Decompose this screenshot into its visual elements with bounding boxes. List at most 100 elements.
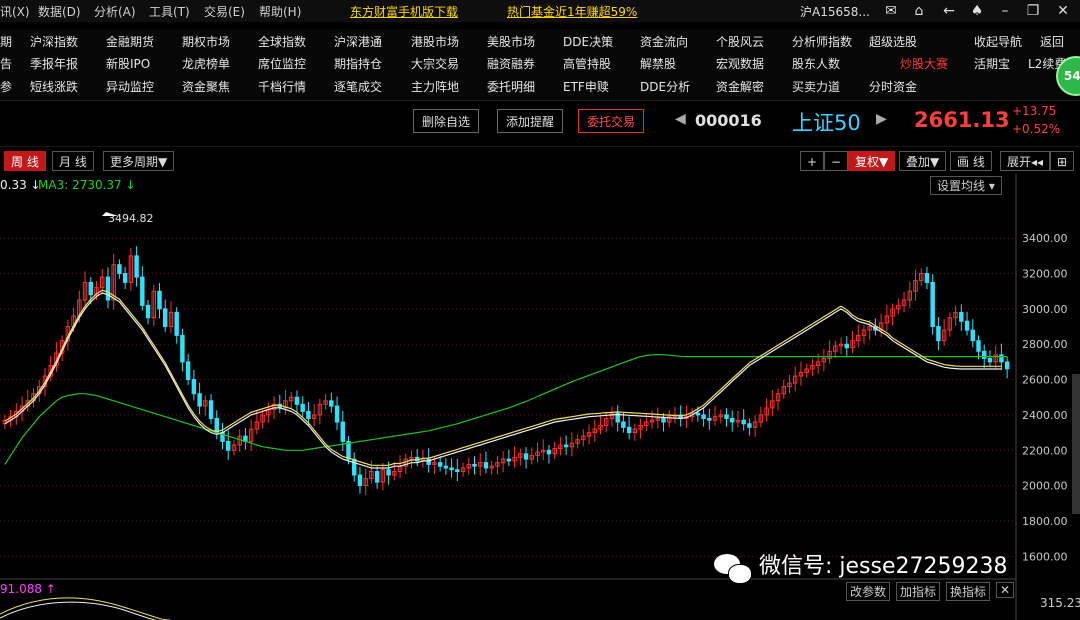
candle-body [993,354,998,363]
fuquan-button[interactable]: 复权▼ [848,151,896,171]
nav-item[interactable]: 分析师指数 [792,35,853,49]
menu-item-xun[interactable]: 讯(X) [0,5,30,19]
nav-item[interactable]: 港股市场 [411,35,460,49]
close-sub-icon[interactable]: ✕ [996,582,1015,598]
candle-body [626,426,632,434]
nav-item[interactable]: 千档行情 [258,80,307,94]
nav-item[interactable]: 期 [0,35,13,49]
mail-icon[interactable]: ✉ [885,3,897,19]
nav-item[interactable]: 参 [0,80,13,94]
nav-item[interactable]: 金融期货 [106,35,155,49]
nav-item[interactable]: 期权市场 [182,35,231,49]
nav-item[interactable]: 高管持股 [563,57,612,71]
nav-item[interactable]: DDE分析 [640,80,691,94]
candle-body [775,393,781,402]
nav-item[interactable]: 资金解密 [716,80,765,94]
candle-body [151,290,156,319]
nav-item[interactable]: 美股市场 [487,35,536,49]
overlay-button[interactable]: 叠加▼ [899,151,947,171]
nav-item[interactable]: DDE决策 [563,35,614,49]
nav-item[interactable]: 异动监控 [106,80,155,94]
candle-body [214,417,219,434]
candle-body [586,432,592,437]
candle-body [724,414,729,419]
tab-more-periods[interactable]: 更多周期▼ [103,151,175,171]
candle-body [941,329,947,342]
expand-button[interactable]: 展开◂◂ [1000,151,1051,171]
candle-body [575,439,580,444]
nav-item[interactable]: 超级选股 [869,35,918,49]
minimize-icon[interactable]: – [1001,3,1009,19]
nav-item[interactable]: 季报年报 [30,57,79,71]
nav-item[interactable]: 逐笔成交 [334,80,383,94]
menu-item-trade[interactable]: 交易(E) [204,5,245,19]
candle-body [495,462,500,467]
nav-item[interactable]: 主力阵地 [411,80,460,94]
nav-item[interactable]: 股东人数 [792,57,841,71]
candle-body [478,462,483,467]
nav-item-contest[interactable]: 炒股大赛 [900,57,949,71]
zoom-in-button[interactable]: + [800,151,825,171]
promo-fund-link[interactable]: 热门基金近1年赚超59% [507,5,638,19]
nav-item[interactable]: 个股风云 [716,35,765,49]
nav-item[interactable]: 沪深港通 [334,35,383,49]
add-indicator-button[interactable]: 加指标 [896,582,941,601]
candle-body [2,419,8,425]
close-icon[interactable]: ✕ [1057,3,1069,19]
candle-body [117,264,122,275]
nav-item[interactable]: 大宗交易 [411,57,460,71]
shirt-icon[interactable]: ♠ [970,3,984,19]
nav-item[interactable]: 资金聚焦 [182,80,231,94]
return-button[interactable]: 返回 [1040,35,1065,49]
candle-body [930,281,935,328]
nav-item[interactable]: 短线涨跌 [30,80,79,94]
restore-icon[interactable]: ❐ [1026,3,1040,19]
nav-item[interactable]: 新股IPO [106,57,151,71]
nav-item[interactable]: 买卖力道 [792,80,841,94]
nav-item[interactable]: 资金流向 [640,35,689,49]
nav-item[interactable]: 活期宝 [974,57,1011,71]
add-alert-button[interactable]: 添加提醒 [497,109,564,133]
delete-watchlist-button[interactable]: 删除自选 [413,109,480,133]
nav-item[interactable]: 席位监控 [258,57,307,71]
swap-indicator-button[interactable]: 换指标 [946,582,991,601]
nav-item[interactable]: 分时资金 [869,80,918,94]
edit-params-button[interactable]: 改参数 [846,582,891,601]
nav-item[interactable]: 沪深指数 [30,35,79,49]
account-label[interactable]: 沪A15658... [800,5,870,19]
candle-body [890,308,895,317]
back-icon[interactable]: ← [943,3,955,19]
set-ma-button[interactable]: 设置均线 ▾ [930,176,1002,195]
tab-month[interactable]: 月 线 [52,151,94,171]
prev-stock-icon[interactable]: ◀ [675,111,686,127]
home-icon[interactable]: ⌂ [914,3,924,19]
nav-item[interactable]: 全球指数 [258,35,307,49]
ma-green-line [4,353,1008,465]
tab-week[interactable]: 周 线 [4,151,46,171]
scrollbar[interactable] [1072,374,1080,514]
nav-item[interactable]: 宏观数据 [716,57,765,71]
candle-body [552,448,557,455]
next-stock-icon[interactable]: ▶ [876,111,887,127]
menu-item-analysis[interactable]: 分析(A) [94,5,136,19]
draw-line-button[interactable]: 画 线 [950,151,992,171]
trade-button[interactable]: 委托交易 [578,109,645,133]
grid-icon[interactable]: ⊞ [1050,151,1075,171]
candle-body [615,412,620,423]
menu-item-tools[interactable]: 工具(T) [149,5,190,19]
kline-chart[interactable]: 1600.00 1800.00 2000.00 2200.00 2400.00 2600.… [0,174,1080,620]
nav-item[interactable]: 解禁股 [640,57,677,71]
nav-item[interactable]: ETF申赎 [563,80,609,94]
menu-item-data[interactable]: 数据(D) [38,5,81,19]
nav-item[interactable]: 告 [0,57,13,71]
candle-body [878,322,884,331]
nav-item[interactable]: 委托明细 [487,80,536,94]
chart-grid [0,237,1016,557]
zoom-out-button[interactable]: − [824,151,849,171]
menu-item-help[interactable]: 帮助(H) [259,5,302,19]
nav-item[interactable]: 期指持仓 [334,57,383,71]
nav-item[interactable]: 龙虎榜单 [182,57,231,71]
nav-item[interactable]: 融资融券 [487,57,536,71]
collapse-nav-button[interactable]: 收起导航 [974,35,1023,49]
promo-mobile-link[interactable]: 东方财富手机版下载 [350,5,459,19]
